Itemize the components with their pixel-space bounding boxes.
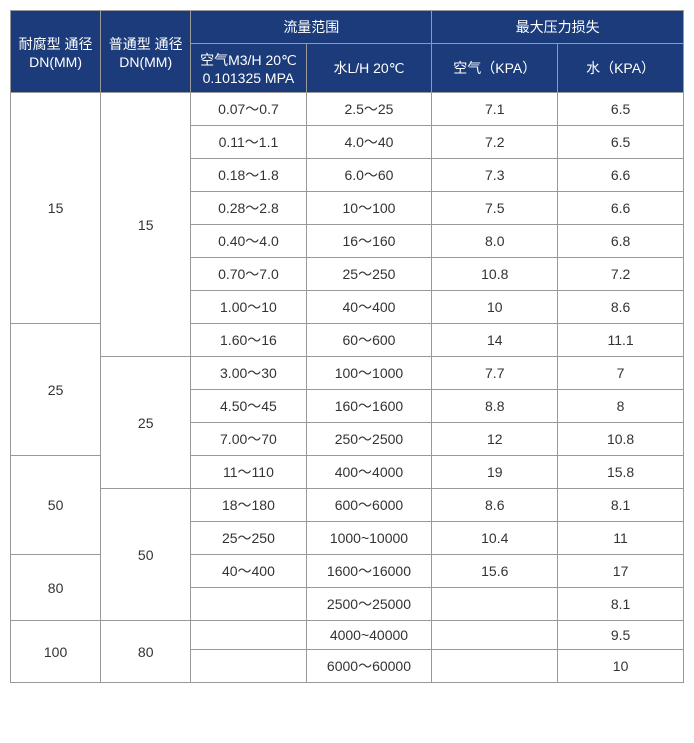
cell-f: 7.2	[558, 258, 684, 291]
cell-e: 15.6	[432, 555, 558, 588]
cell-e: 7.2	[432, 126, 558, 159]
cell-c: 0.07～0.7	[191, 93, 306, 126]
cell-d: 16～160	[306, 225, 432, 258]
table-head: 耐腐型 通径 DN(MM) 普通型 通径 DN(MM) 流量范围 最大压力损失 …	[11, 11, 684, 93]
table-row: 5018～180600～60008.68.1	[11, 489, 684, 522]
cell-c: 18～180	[191, 489, 306, 522]
cell-f: 11	[558, 522, 684, 555]
cell-f: 8.1	[558, 489, 684, 522]
cell-normal-dn: 15	[101, 93, 191, 357]
cell-c	[191, 650, 306, 683]
cell-f: 6.5	[558, 93, 684, 126]
cell-corrosion-dn: 25	[11, 324, 101, 456]
cell-e	[432, 588, 558, 621]
cell-c: 3.00～30	[191, 357, 306, 390]
cell-f: 15.8	[558, 456, 684, 489]
cell-e: 8.6	[432, 489, 558, 522]
cell-f: 6.8	[558, 225, 684, 258]
cell-f: 9.5	[558, 621, 684, 650]
cell-d: 4000~40000	[306, 621, 432, 650]
cell-d: 6000～60000	[306, 650, 432, 683]
header-pressure-group: 最大压力损失	[432, 11, 684, 44]
cell-d: 2.5～25	[306, 93, 432, 126]
cell-corrosion-dn: 15	[11, 93, 101, 324]
cell-d: 1600～16000	[306, 555, 432, 588]
cell-e: 7.5	[432, 192, 558, 225]
cell-normal-dn: 25	[101, 357, 191, 489]
cell-e: 8.8	[432, 390, 558, 423]
cell-d: 400～4000	[306, 456, 432, 489]
cell-c: 0.40～4.0	[191, 225, 306, 258]
header-flow-group: 流量范围	[191, 11, 432, 44]
cell-c: 0.28～2.8	[191, 192, 306, 225]
cell-e	[432, 650, 558, 683]
cell-c: 4.50～45	[191, 390, 306, 423]
cell-c	[191, 588, 306, 621]
cell-d: 4.0～40	[306, 126, 432, 159]
cell-f: 6.6	[558, 159, 684, 192]
header-air-pressure: 空气（KPA）	[432, 44, 558, 93]
cell-d: 1000~10000	[306, 522, 432, 555]
cell-e: 10	[432, 291, 558, 324]
cell-f: 8.6	[558, 291, 684, 324]
cell-e: 10.8	[432, 258, 558, 291]
cell-f: 11.1	[558, 324, 684, 357]
header-water-pressure: 水（KPA）	[558, 44, 684, 93]
cell-f: 10.8	[558, 423, 684, 456]
cell-f: 8	[558, 390, 684, 423]
cell-d: 60～600	[306, 324, 432, 357]
cell-d: 25～250	[306, 258, 432, 291]
cell-f: 6.6	[558, 192, 684, 225]
cell-c: 7.00～70	[191, 423, 306, 456]
table-row: 100804000~400009.5	[11, 621, 684, 650]
cell-d: 250～2500	[306, 423, 432, 456]
cell-f: 8.1	[558, 588, 684, 621]
cell-e: 7.1	[432, 93, 558, 126]
cell-c: 25～250	[191, 522, 306, 555]
cell-e: 14	[432, 324, 558, 357]
cell-c: 0.70～7.0	[191, 258, 306, 291]
cell-c	[191, 621, 306, 650]
table-row: 253.00～30100～10007.77	[11, 357, 684, 390]
cell-normal-dn: 80	[101, 621, 191, 683]
cell-d: 160～1600	[306, 390, 432, 423]
cell-e: 7.7	[432, 357, 558, 390]
cell-corrosion-dn: 80	[11, 555, 101, 621]
header-water-flow: 水L/H 20℃	[306, 44, 432, 93]
cell-d: 2500～25000	[306, 588, 432, 621]
cell-c: 40～400	[191, 555, 306, 588]
spec-table: 耐腐型 通径 DN(MM) 普通型 通径 DN(MM) 流量范围 最大压力损失 …	[10, 10, 684, 683]
cell-c: 0.18～1.8	[191, 159, 306, 192]
cell-corrosion-dn: 50	[11, 456, 101, 555]
cell-corrosion-dn: 100	[11, 621, 101, 683]
cell-c: 0.11～1.1	[191, 126, 306, 159]
cell-d: 100～1000	[306, 357, 432, 390]
cell-c: 1.00～10	[191, 291, 306, 324]
header-air-flow: 空气M3/H 20℃ 0.101325 MPA	[191, 44, 306, 93]
cell-f: 7	[558, 357, 684, 390]
header-corrosion-dn: 耐腐型 通径 DN(MM)	[11, 11, 101, 93]
table-row: 15150.07～0.72.5～257.16.5	[11, 93, 684, 126]
cell-f: 17	[558, 555, 684, 588]
cell-e: 7.3	[432, 159, 558, 192]
cell-f: 6.5	[558, 126, 684, 159]
cell-c: 11～110	[191, 456, 306, 489]
cell-e: 10.4	[432, 522, 558, 555]
cell-normal-dn: 50	[101, 489, 191, 621]
cell-e: 19	[432, 456, 558, 489]
cell-f: 10	[558, 650, 684, 683]
cell-d: 6.0～60	[306, 159, 432, 192]
cell-e	[432, 621, 558, 650]
header-normal-dn: 普通型 通径 DN(MM)	[101, 11, 191, 93]
cell-e: 8.0	[432, 225, 558, 258]
cell-d: 10～100	[306, 192, 432, 225]
cell-d: 40～400	[306, 291, 432, 324]
cell-c: 1.60～16	[191, 324, 306, 357]
cell-d: 600～6000	[306, 489, 432, 522]
table-body: 15150.07～0.72.5～257.16.50.11～1.14.0～407.…	[11, 93, 684, 683]
cell-e: 12	[432, 423, 558, 456]
